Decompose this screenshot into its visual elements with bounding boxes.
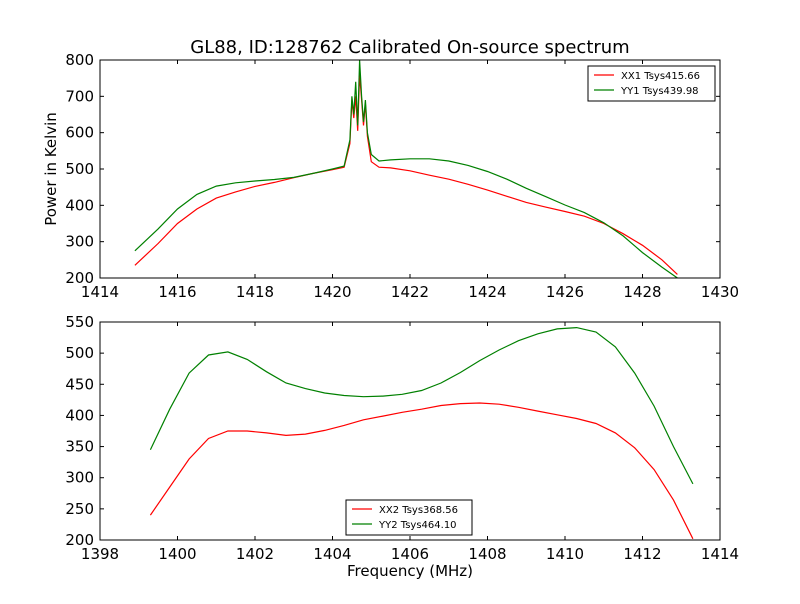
series-line-yy1 <box>134 60 678 278</box>
x-tick-label: 1418 <box>236 283 274 301</box>
series-line-xx1 <box>134 74 678 275</box>
legend-box <box>345 499 473 536</box>
series-line-xx2 <box>149 402 694 540</box>
legend-box <box>587 65 716 102</box>
y-tick-label: 200 <box>65 269 94 287</box>
x-tick-label: 1412 <box>623 545 661 563</box>
x-tick-label: 1402 <box>236 545 274 563</box>
y-tick-label: 200 <box>65 531 94 549</box>
bottom-axes: Frequency (MHz) 1398 1400 1402 1404 1406 1408… <box>65 313 739 580</box>
chart-title: GL88, ID:128762 Calibrated On-source spe… <box>190 37 629 58</box>
legend: XX2 Tsys368.56 YY2 Tsys464.10 <box>345 499 473 536</box>
x-tick-label: 1424 <box>468 283 506 301</box>
y-tick-label: 700 <box>65 87 94 105</box>
legend-entry-label: YY2 Tsys464.10 <box>378 520 457 531</box>
x-tick-label: 1426 <box>546 283 584 301</box>
y-tick-label: 300 <box>65 233 94 251</box>
x-tick-label: 1416 <box>158 283 196 301</box>
y-tick-label: 500 <box>65 160 94 178</box>
x-tick-label: 1398 <box>81 545 119 563</box>
series-line-yy2 <box>149 326 694 485</box>
y-tick-label: 250 <box>65 500 94 518</box>
x-tick-label: 1420 <box>313 283 351 301</box>
x-tick-label: 1404 <box>313 545 351 563</box>
x-tick-label: 1414 <box>701 545 739 563</box>
y-tick-label: 550 <box>65 313 94 331</box>
x-tick-label: 1414 <box>81 283 119 301</box>
legend: XX1 Tsys415.66 YY1 Tsys439.98 <box>587 65 716 102</box>
legend-entry-label: XX1 Tsys415.66 <box>621 71 700 82</box>
y-tick-label: 400 <box>65 406 94 424</box>
legend-entry-label: XX2 Tsys368.56 <box>379 505 458 516</box>
y-tick-label: 400 <box>65 196 94 214</box>
x-tick-label: 1406 <box>391 545 429 563</box>
y-tick-label: 350 <box>65 438 94 456</box>
y-axis-label: Power in Kelvin <box>42 112 60 226</box>
x-tick-label: 1408 <box>468 545 506 563</box>
x-tick-label: 1400 <box>158 545 196 563</box>
y-tick-label: 800 <box>65 51 94 69</box>
x-tick-label: 1428 <box>623 283 661 301</box>
y-tick-label: 300 <box>65 469 94 487</box>
y-tick-label: 450 <box>65 375 94 393</box>
legend-entry-label: YY1 Tsys439.98 <box>620 86 699 97</box>
y-tick-label: 500 <box>65 344 94 362</box>
x-tick-label: 1410 <box>546 545 584 563</box>
x-tick-label: 1422 <box>391 283 429 301</box>
x-tick-label: 1430 <box>701 283 739 301</box>
x-axis-label: Frequency (MHz) <box>347 562 473 580</box>
top-axes: Power in Kelvin 1414 1416 1418 1420 1422 1424… <box>42 51 739 301</box>
y-tick-label: 600 <box>65 124 94 142</box>
